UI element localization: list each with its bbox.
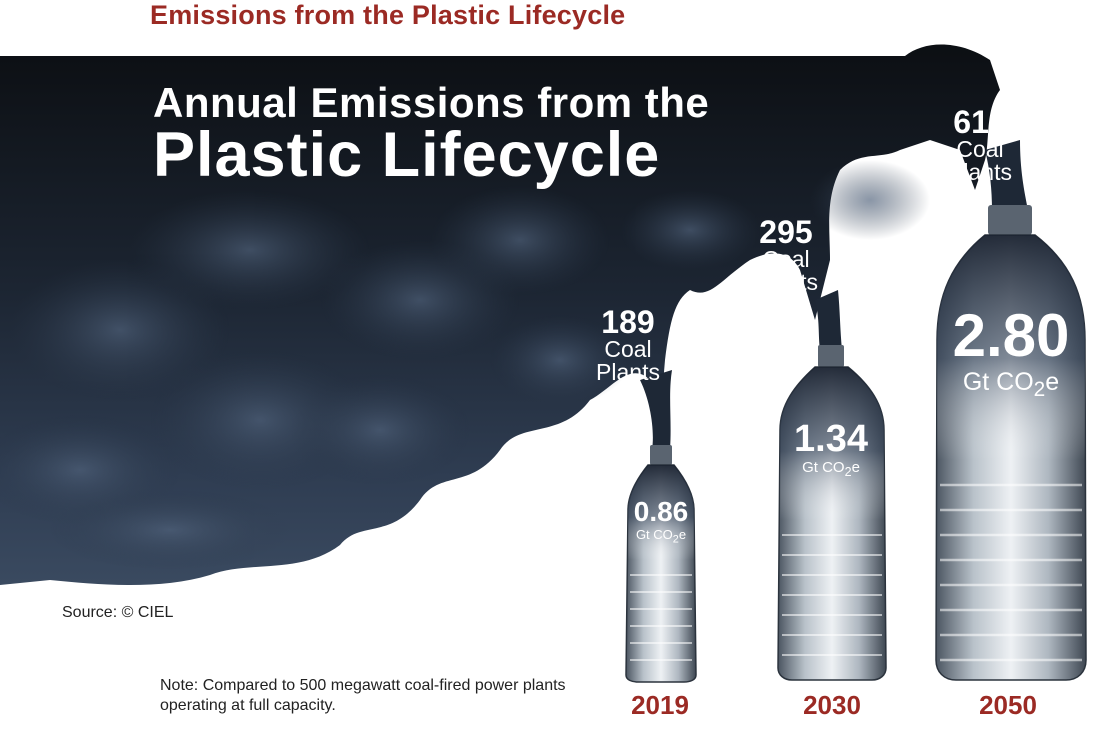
unit-subscript: 2 bbox=[672, 533, 679, 546]
unit-2030: Gt CO2e bbox=[776, 460, 886, 479]
footnote: Note: Compared to 500 megawatt coal-fire… bbox=[160, 677, 566, 714]
graphic-title-line1: Annual Emissions from the bbox=[153, 79, 710, 126]
plants-word-coal-2019: Coal bbox=[604, 336, 652, 362]
unit-subscript: 2 bbox=[1033, 378, 1046, 401]
unit-suffix: e bbox=[1045, 368, 1060, 396]
plants-word-coal-2050: Coal bbox=[956, 136, 1004, 162]
unit-prefix: Gt CO bbox=[802, 459, 845, 476]
value-label-2050: 2.80 Gt CO2e bbox=[936, 306, 1086, 401]
unit-subscript: 2 bbox=[844, 465, 852, 479]
bottle-2050 bbox=[935, 205, 1087, 681]
unit-2019: Gt CO2e bbox=[622, 528, 700, 545]
plants-label-2050: 615 Coal Plants bbox=[938, 106, 1022, 184]
smoke-stream-2019 bbox=[640, 370, 672, 450]
plants-label-2019: 189 Coal Plants bbox=[586, 306, 670, 384]
bottle-2030 bbox=[777, 345, 887, 681]
value-2030: 1.34 bbox=[794, 418, 868, 460]
source-note: Source: © CIEL bbox=[62, 604, 174, 621]
unit-prefix: Gt CO bbox=[635, 527, 673, 542]
year-label-2019: 2019 bbox=[631, 690, 689, 720]
plants-word-plants-2050: Plants bbox=[948, 159, 1012, 185]
unit-2050: Gt CO2e bbox=[936, 370, 1086, 401]
year-label-2030: 2030 bbox=[803, 690, 861, 720]
unit-suffix: e bbox=[851, 459, 860, 476]
value-label-2019: 0.86 Gt CO2e bbox=[622, 496, 700, 546]
graphic-title: Annual Emissions from the Plastic Lifecy… bbox=[153, 82, 709, 187]
smoke-stream-2050 bbox=[985, 140, 1028, 210]
value-2050: 2.80 bbox=[952, 302, 1070, 369]
plants-word-coal-2030: Coal bbox=[762, 246, 810, 272]
plants-label-2030: 295 Coal Plants bbox=[744, 216, 828, 294]
page-title: Emissions from the Plastic Lifecycle bbox=[150, 0, 626, 30]
graphic-title-line2: Plastic Lifecycle bbox=[153, 120, 661, 190]
year-label-2050: 2050 bbox=[979, 690, 1037, 720]
value-label-2030: 1.34 Gt CO2e bbox=[776, 420, 886, 479]
value-2019: 0.86 bbox=[633, 496, 689, 527]
smoke-stream-2030 bbox=[815, 290, 842, 350]
plants-count-2019: 189 bbox=[601, 304, 655, 340]
smoke-texture bbox=[0, 160, 930, 570]
plants-word-plants-2030: Plants bbox=[754, 269, 818, 295]
unit-suffix: e bbox=[678, 527, 687, 542]
plants-count-2050: 615 bbox=[953, 104, 1007, 140]
unit-prefix: Gt CO bbox=[962, 368, 1034, 396]
plants-word-plants-2019: Plants bbox=[596, 359, 660, 385]
bottle-2019 bbox=[625, 445, 697, 683]
plants-count-2030: 295 bbox=[759, 214, 813, 250]
